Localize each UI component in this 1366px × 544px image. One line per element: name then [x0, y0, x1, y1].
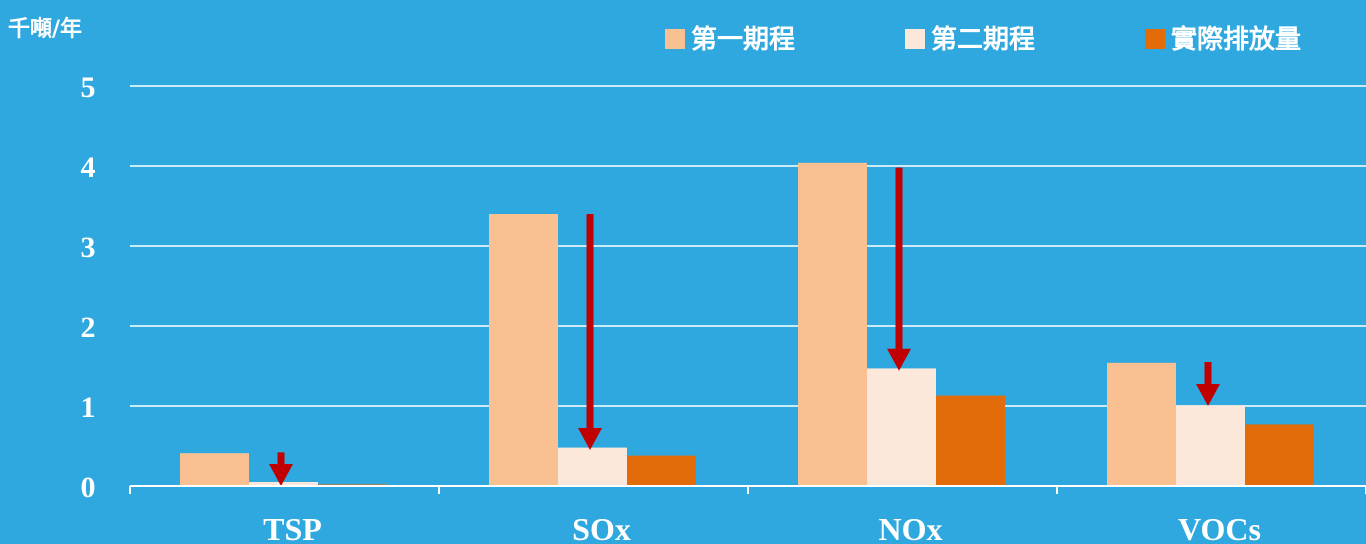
y-tick-label: 4	[81, 151, 96, 184]
legend-label: 第二期程	[931, 24, 1035, 55]
x-axis	[129, 485, 1366, 494]
x-category-label: NOx	[879, 511, 943, 544]
legend: 第一期程 第二期程 實際排放量	[665, 24, 1301, 55]
reduction-arrow-head	[578, 428, 602, 450]
reduction-arrow-head	[269, 464, 293, 486]
x-category-label: SOx	[572, 511, 631, 544]
bars	[180, 162, 1314, 487]
bar	[558, 447, 627, 486]
bar	[1176, 405, 1245, 486]
bar	[180, 453, 249, 486]
legend-label: 實際排放量	[1171, 24, 1301, 55]
legend-label: 第一期程	[691, 24, 795, 55]
bar	[627, 455, 696, 486]
y-tick-label: 2	[81, 311, 96, 344]
y-tick-label: 1	[81, 391, 96, 424]
reduction-arrows	[269, 167, 1220, 486]
reduction-arrow-head	[1196, 384, 1220, 406]
x-category-label: TSP	[263, 511, 322, 544]
legend-item: 實際排放量	[1145, 24, 1301, 55]
x-axis-categories: TSP SOx NOx VOCs	[263, 511, 1261, 544]
bar	[489, 214, 558, 486]
reduction-arrow-head	[887, 348, 911, 371]
bar	[798, 162, 867, 487]
y-axis-ticks: 0 1 2 3 4 5	[81, 71, 96, 504]
legend-item: 第二期程	[905, 24, 1035, 55]
y-tick-label: 5	[81, 71, 96, 104]
bar	[867, 368, 936, 486]
bar	[936, 395, 1005, 486]
bar	[249, 482, 318, 486]
gridlines	[130, 85, 1366, 407]
bar	[1245, 424, 1314, 486]
y-tick-label: 3	[81, 231, 96, 264]
legend-swatch	[1145, 29, 1165, 49]
legend-swatch	[905, 29, 925, 49]
bar	[1107, 362, 1176, 486]
y-axis-label: 千噸/年	[8, 16, 82, 42]
legend-item: 第一期程	[665, 24, 795, 55]
y-tick-label: 0	[81, 471, 96, 504]
legend-swatch	[665, 29, 685, 49]
x-category-label: VOCs	[1178, 511, 1261, 544]
